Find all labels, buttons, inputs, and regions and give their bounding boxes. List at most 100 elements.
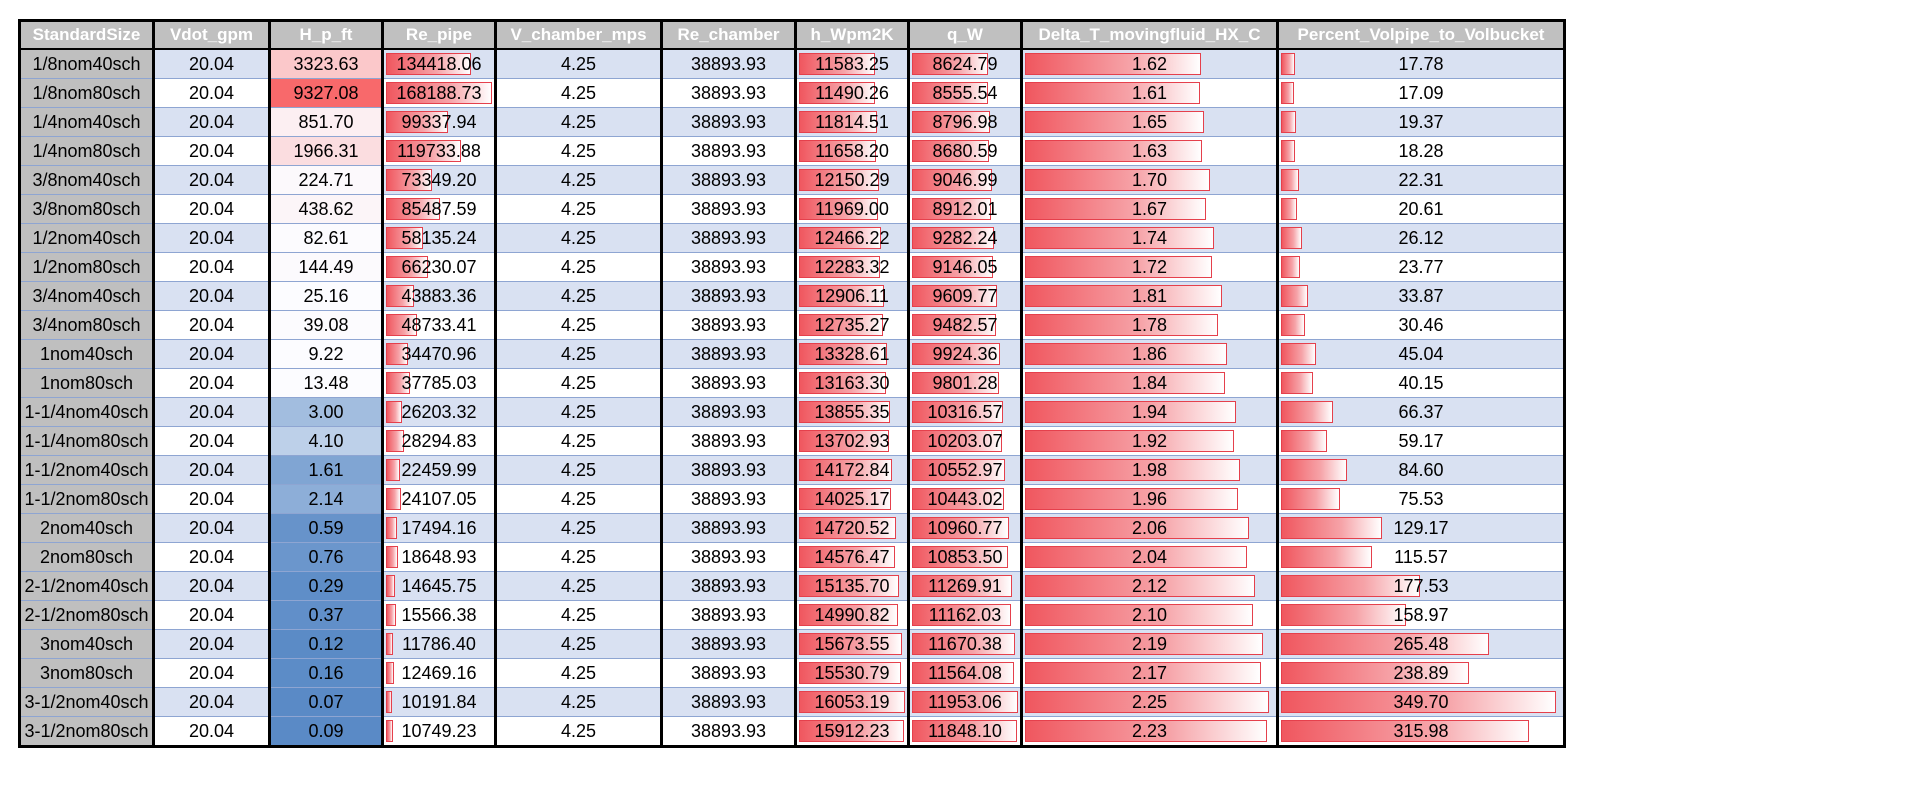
cell-value: 38893.93: [690, 198, 767, 219]
cell-percent-volpipe-to-volbucket: 177.53: [1276, 571, 1565, 601]
cell-q-w: 11269.91: [907, 571, 1022, 601]
cell-value: 13328.61: [814, 343, 890, 364]
cell-value: 4.25: [560, 198, 597, 219]
cell-value: 4.25: [560, 430, 597, 451]
cell-value: 4.25: [560, 459, 597, 480]
cell-v-chamber-mps: 4.25: [494, 49, 662, 79]
data-bar-percent-volpipe-to-volbucket: [1281, 633, 1490, 655]
cell-v-chamber-mps: 4.25: [494, 600, 662, 630]
cell-value: 1/4nom40sch: [32, 111, 141, 132]
data-bar-percent-volpipe-to-volbucket: [1281, 140, 1296, 162]
cell-delta-t-movingfluid-hx-c: 2.17: [1020, 658, 1278, 688]
cell-value: 1-1/4nom40sch: [24, 401, 149, 422]
table-row: 3/8nom40sch 20.04 224.71 73349.20 4.25 38893.…: [19, 165, 1565, 195]
cell-value: 0.12: [308, 633, 344, 654]
cell-value: 15673.55: [814, 633, 890, 654]
column-header-re-pipe: Re_pipe: [381, 20, 496, 50]
table-row: 3-1/2nom80sch 20.04 0.09 10749.23 4.25 38893.…: [19, 716, 1565, 747]
cell-h-wpm2k: 16053.19: [794, 687, 909, 717]
data-bar-h-wpm2k: [799, 546, 895, 568]
data-bar-h-wpm2k: [799, 169, 880, 191]
cell-vdot-gpm: 20.04: [152, 310, 270, 340]
data-bar-re-pipe: [386, 459, 401, 481]
cell-value: 66230.07: [401, 256, 477, 277]
cell-value: 38893.93: [690, 488, 767, 509]
cell-value: 38893.93: [690, 430, 767, 451]
cell-re-chamber: 38893.93: [660, 600, 796, 630]
cell-standardsize: 3nom40sch: [19, 629, 154, 659]
cell-v-chamber-mps: 4.25: [494, 658, 662, 688]
cell-percent-volpipe-to-volbucket: 23.77: [1276, 252, 1565, 282]
cell-value: 1.94: [1131, 401, 1168, 422]
cell-value: 2.06: [1131, 517, 1168, 538]
data-bar-re-pipe: [386, 140, 462, 162]
cell-vdot-gpm: 20.04: [152, 281, 270, 311]
cell-q-w: 9482.57: [907, 310, 1022, 340]
cell-value: 0.16: [308, 662, 344, 683]
cell-value: 1-1/2nom80sch: [24, 488, 149, 509]
cell-standardsize: 1/8nom80sch: [19, 78, 154, 108]
cell-value: 20.04: [188, 488, 235, 509]
cell-h-wpm2k: 15912.23: [794, 716, 909, 747]
cell-standardsize: 1/4nom80sch: [19, 136, 154, 166]
data-bar-re-pipe: [386, 546, 398, 568]
cell-value: 38893.93: [690, 53, 767, 74]
cell-re-chamber: 38893.93: [660, 339, 796, 369]
cell-value: 3/8nom40sch: [32, 169, 141, 190]
cell-value: 20.04: [188, 575, 235, 596]
cell-h-p-ft: 9.22: [268, 339, 383, 369]
cell-h-p-ft: 144.49: [268, 252, 383, 282]
data-bar-delta-t-movingfluid-hx-c: [1025, 633, 1263, 655]
cell-q-w: 9609.77: [907, 281, 1022, 311]
cell-value: 11969.00: [815, 198, 889, 219]
data-bar-delta-t-movingfluid-hx-c: [1025, 691, 1270, 713]
cell-q-w: 11848.10: [907, 716, 1022, 747]
cell-re-pipe: 43883.36: [381, 281, 496, 311]
cell-re-chamber: 38893.93: [660, 49, 796, 79]
cell-vdot-gpm: 20.04: [152, 513, 270, 543]
cell-h-p-ft: 851.70: [268, 107, 383, 137]
data-bar-h-wpm2k: [799, 111, 877, 133]
data-bar-q-w: [912, 691, 1018, 713]
data-bar-h-wpm2k: [799, 343, 887, 365]
data-bar-re-pipe: [386, 82, 492, 104]
cell-re-pipe: 10749.23: [381, 716, 496, 747]
cell-value: 11269.91: [928, 575, 1002, 596]
cell-re-chamber: 38893.93: [660, 165, 796, 195]
cell-delta-t-movingfluid-hx-c: 2.12: [1020, 571, 1278, 601]
cell-re-chamber: 38893.93: [660, 136, 796, 166]
data-bar-q-w: [912, 111, 990, 133]
data-bar-delta-t-movingfluid-hx-c: [1025, 488, 1238, 510]
data-bar-percent-volpipe-to-volbucket: [1281, 314, 1305, 336]
cell-standardsize: 1-1/4nom80sch: [19, 426, 154, 456]
cell-h-wpm2k: 12906.11: [794, 281, 909, 311]
cell-re-pipe: 58135.24: [381, 223, 496, 253]
cell-value: 0.59: [308, 517, 344, 538]
cell-value: 13702.93: [814, 430, 890, 451]
cell-standardsize: 3/8nom40sch: [19, 165, 154, 195]
cell-standardsize: 3/4nom80sch: [19, 310, 154, 340]
table-row: 1-1/2nom80sch 20.04 2.14 24107.05 4.25 38893.…: [19, 484, 1565, 514]
cell-standardsize: 3-1/2nom80sch: [19, 716, 154, 747]
cell-value: 38893.93: [690, 720, 767, 741]
cell-standardsize: 1/2nom40sch: [19, 223, 154, 253]
cell-delta-t-movingfluid-hx-c: 1.98: [1020, 455, 1278, 485]
cell-vdot-gpm: 20.04: [152, 629, 270, 659]
cell-re-pipe: 14645.75: [381, 571, 496, 601]
cell-v-chamber-mps: 4.25: [494, 484, 662, 514]
cell-h-wpm2k: 11583.25: [794, 49, 909, 79]
cell-value: 20.04: [188, 198, 235, 219]
cell-delta-t-movingfluid-hx-c: 2.10: [1020, 600, 1278, 630]
table-row: 3/4nom80sch 20.04 39.08 48733.41 4.25 38893.9…: [19, 310, 1565, 340]
data-bar-h-wpm2k: [799, 691, 905, 713]
cell-re-pipe: 168188.73: [381, 78, 496, 108]
cell-value: 20.04: [188, 604, 235, 625]
cell-value: 9146.05: [932, 256, 998, 277]
cell-h-wpm2k: 13328.61: [794, 339, 909, 369]
cell-delta-t-movingfluid-hx-c: 1.62: [1020, 49, 1278, 79]
table-row: 2nom40sch 20.04 0.59 17494.16 4.25 38893.93 14…: [19, 513, 1565, 543]
cell-vdot-gpm: 20.04: [152, 687, 270, 717]
cell-value: 4.25: [560, 256, 597, 277]
cell-h-p-ft: 0.07: [268, 687, 383, 717]
cell-value: 26203.32: [401, 401, 477, 422]
